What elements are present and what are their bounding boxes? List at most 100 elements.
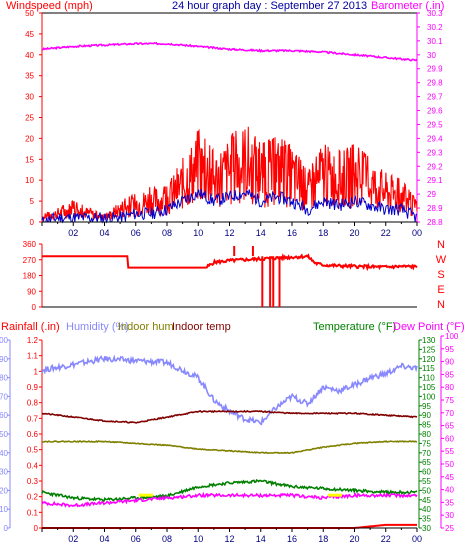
hour-axis-bottom-label: 10: [193, 534, 203, 544]
dewpoint-axis-tick-label: 60: [445, 434, 454, 443]
hour-axis-bottom-label: 20: [349, 534, 359, 544]
rainfall-axis-tick-label: 0.2: [27, 493, 39, 502]
humidity-axis-tick-label: 70: [0, 392, 9, 401]
barometer-axis-tick-label: 29.7: [427, 93, 443, 102]
dewpoint-axis-tick-label: 30: [445, 511, 454, 520]
temperature-series: [41, 478, 418, 503]
hour-axis-top-label: 14: [256, 228, 266, 238]
rainfall-axis-tick-label: 1.1: [27, 352, 39, 361]
dewpoint-axis-tick-label: 45: [445, 473, 454, 482]
rainfall-axis-tick-label: 0.1: [27, 508, 39, 517]
humidity-axis-tick-label: 50: [0, 430, 9, 439]
hour-axis-bottom-label: 16: [287, 534, 297, 544]
humidity-axis-tick-label: 60: [0, 411, 9, 420]
winddir-axis-tick-label: 360: [23, 240, 37, 249]
rainfall-axis-tick-label: 1: [34, 367, 39, 376]
barometer-axis-tick-label: 29.1: [427, 176, 443, 185]
hour-axis-top-label: 10: [193, 228, 203, 238]
humidity-axis-tick-label: 90: [0, 355, 9, 364]
windspeed-axis-tick-label: 15: [25, 155, 34, 164]
dewpoint-axis-tick-label: 95: [445, 345, 454, 354]
indoor-hum-label: Indoor hum: [118, 321, 174, 333]
windspeed-axis-tick-label: 40: [25, 51, 34, 60]
hour-axis-top-label: 02: [68, 228, 78, 238]
barometer-axis-tick-label: 30.3: [427, 9, 443, 18]
hour-axis-top-label: 22: [381, 228, 391, 238]
temperature-axis-tick-label: 90: [422, 411, 431, 420]
windspeed-axis-tick-label: 10: [25, 176, 34, 185]
windspeed-label: Windspeed (mph): [6, 0, 93, 12]
windspeed-axis-tick-label: 50: [25, 9, 34, 18]
dewpoint-axis-tick-label: 85: [445, 370, 454, 379]
hour-axis-bottom-label: 12: [224, 534, 234, 544]
humidity-series: [41, 354, 418, 426]
dewpoint-axis-tick-label: 100: [445, 332, 459, 341]
humidity-label: Humidity (%): [66, 321, 129, 333]
dewpoint-series: [41, 491, 418, 508]
indoor-temp-series: [41, 409, 418, 424]
temperature-axis-tick-label: 130: [422, 336, 436, 345]
dewpoint-axis-tick-label: 40: [445, 486, 454, 495]
chart-title: 24 hour graph day : September 27 2013: [172, 0, 368, 12]
temperature-label: Temperature (°F): [313, 321, 397, 333]
temperature-axis-tick-label: 60: [422, 468, 431, 477]
dewpoint-axis-tick-label: 90: [445, 358, 454, 367]
barometer-axis-tick-label: 28.9: [427, 204, 443, 213]
barometer-axis-tick-label: 30.1: [427, 37, 443, 46]
temperature-axis-tick-label: 35: [422, 515, 431, 524]
temperature-axis-tick-label: 50: [422, 486, 431, 495]
barometer-axis-tick-label: 29.8: [427, 79, 443, 88]
temperature-axis-tick-label: 40: [422, 505, 431, 514]
windspeed-axis-tick-label: 30: [25, 93, 34, 102]
barometer-axis-tick-label: 30: [427, 51, 436, 60]
temperature-axis-tick-label: 100: [422, 392, 436, 401]
compass-label: N: [437, 239, 445, 251]
rainfall-axis-tick-label: 0.6: [27, 430, 39, 439]
temperature-axis-tick-label: 45: [422, 496, 431, 505]
rainfall-axis-tick-label: 0.4: [27, 461, 39, 470]
rainfall-axis-tick-label: 1.2: [27, 336, 39, 345]
humidity-axis-tick-label: 0: [4, 524, 9, 533]
rainfall-label: Rainfall (.in): [1, 321, 60, 333]
barometer-axis-tick-label: 29.6: [427, 107, 443, 116]
humidity-axis-tick-label: 100: [0, 336, 9, 345]
windspeed-axis-tick-label: 20: [25, 134, 34, 143]
hour-axis-top-label: 08: [162, 228, 172, 238]
dewpoint-axis-tick-label: 25: [445, 524, 454, 533]
dewpoint-axis-tick-label: 80: [445, 383, 454, 392]
compass-label: E: [437, 284, 444, 296]
winddir-axis-tick-label: 180: [23, 272, 37, 281]
temperature-axis-tick-label: 120: [422, 355, 436, 364]
humidity-axis-tick-label: 20: [0, 486, 9, 495]
winddir-axis-tick-label: 90: [27, 287, 36, 296]
rainfall-axis-tick-label: 0.5: [27, 446, 39, 455]
hour-axis-top-label: 06: [131, 228, 141, 238]
hour-axis-bottom-label: 02: [68, 534, 78, 544]
temperature-axis-tick-label: 105: [422, 383, 436, 392]
temperature-axis-tick-label: 55: [422, 477, 431, 486]
compass-label: N: [437, 299, 445, 311]
barometer-axis-tick-label: 30.2: [427, 23, 443, 32]
dewpoint-axis-tick-label: 55: [445, 447, 454, 456]
dewpoint-axis-tick-label: 35: [445, 498, 454, 507]
humidity-axis-tick-label: 80: [0, 374, 9, 383]
winddir-axis-tick-label: 0: [32, 303, 37, 312]
barometer-axis-tick-label: 29.2: [427, 162, 443, 171]
barometer-axis-tick-label: 29.4: [427, 134, 443, 143]
hour-axis-top-label: 12: [224, 228, 234, 238]
indoor-temp-label: Indoor temp: [172, 321, 231, 333]
dewpoint-highlight: [138, 493, 153, 497]
temperature-axis-tick-label: 75: [422, 439, 431, 448]
barometer-axis-tick-label: 29.3: [427, 148, 443, 157]
rainfall-axis-tick-label: 0: [34, 524, 39, 533]
dewpoint-axis-tick-label: 75: [445, 396, 454, 405]
temperature-axis-tick-label: 95: [422, 402, 431, 411]
rainfall-axis-tick-label: 0.8: [27, 399, 39, 408]
dewpoint-axis-tick-label: 70: [445, 409, 454, 418]
temperature-axis-tick-label: 80: [422, 430, 431, 439]
rainfall-axis-tick-label: 0.9: [27, 383, 39, 392]
dewpoint-axis-tick-label: 50: [445, 460, 454, 469]
humidity-axis-tick-label: 40: [0, 449, 9, 458]
barometer-series: [41, 41, 418, 62]
